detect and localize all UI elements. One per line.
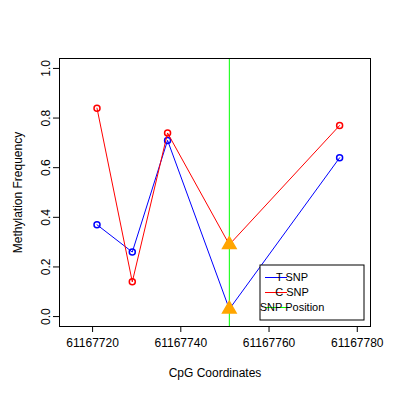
- svg-text:0.8: 0.8: [39, 109, 53, 126]
- svg-text:61167780: 61167780: [331, 336, 384, 350]
- svg-text:T SNP: T SNP: [276, 271, 308, 283]
- svg-text:0.2: 0.2: [39, 258, 53, 275]
- svg-text:CpG Coordinates: CpG Coordinates: [169, 366, 262, 380]
- svg-text:61167760: 61167760: [243, 336, 296, 350]
- svg-text:61167720: 61167720: [66, 336, 119, 350]
- svg-text:Methylation Frequency: Methylation Frequency: [11, 132, 25, 253]
- svg-text:0.6: 0.6: [39, 159, 53, 176]
- svg-text:0.0: 0.0: [39, 308, 53, 325]
- svg-text:1.0: 1.0: [39, 60, 53, 77]
- svg-text:0.4: 0.4: [39, 209, 53, 226]
- svg-text:61167740: 61167740: [155, 336, 208, 350]
- svg-text:C SNP: C SNP: [275, 286, 309, 298]
- svg-text:SNP Position: SNP Position: [260, 301, 325, 313]
